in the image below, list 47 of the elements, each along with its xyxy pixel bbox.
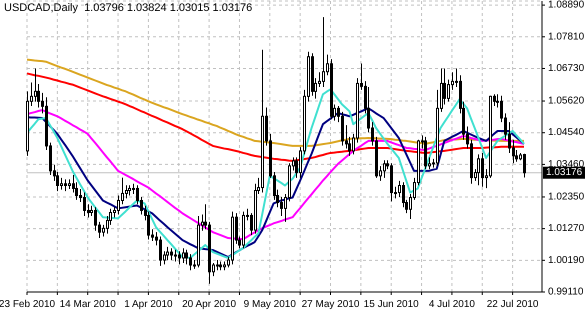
candlestick [68, 178, 71, 190]
candlestick [185, 249, 188, 265]
x-tick-label: 1 Apr 2010 [124, 299, 174, 310]
x-tick-label: 27 May 2010 [302, 299, 360, 310]
candlestick [178, 250, 181, 265]
candlestick [60, 177, 63, 190]
candlestick [189, 254, 192, 271]
candlestick [383, 160, 386, 178]
candlestick [34, 68, 37, 102]
y-tick-label: 1.02350 [548, 191, 585, 202]
candlestick [170, 248, 173, 261]
candlestick [159, 236, 162, 266]
candlestick [322, 16, 325, 88]
candlestick [64, 178, 67, 192]
y-tick-label: 0.99110 [548, 286, 584, 298]
candlestick [280, 196, 283, 217]
x-tick-label: 22 Jul 2010 [486, 299, 539, 310]
candlestick [117, 194, 120, 216]
candlestick [523, 153, 526, 178]
candlestick [83, 192, 86, 217]
candlestick [174, 249, 177, 262]
x-tick-label: 4 Jul 2010 [428, 299, 476, 310]
candlestick [128, 184, 131, 196]
candlestick [166, 246, 169, 261]
candlestick [94, 206, 97, 232]
y-tick-label: 1.01270 [548, 223, 585, 234]
ref-line-label: 1.03176 [546, 167, 583, 178]
x-tick-label: 14 Mar 2010 [60, 299, 116, 310]
candlestick [182, 248, 185, 264]
candlestick [477, 154, 480, 186]
candlestick [102, 224, 105, 238]
y-tick-label: 1.05620 [548, 96, 585, 107]
y-tick-label: 1.00190 [548, 254, 585, 266]
y-tick-label: 1.08890 [548, 0, 585, 11]
x-tick-label: 15 Jun 2010 [364, 299, 420, 310]
y-tick-label: 1.06730 [548, 62, 585, 74]
x-tick-label: 20 Apr 2010 [182, 299, 237, 310]
y-tick-label: 1.07810 [548, 31, 585, 42]
chart-title: USDCAD,Daily 1.03796 1.03824 1.03015 1.03176 [4, 2, 252, 14]
candlestick [447, 79, 450, 102]
candlestick [481, 152, 484, 188]
x-tick-label: 9 May 2010 [244, 299, 296, 310]
y-tick-label: 1.04540 [548, 127, 585, 138]
candlestick [443, 68, 446, 106]
candlestick [216, 260, 219, 271]
candlestick [508, 122, 511, 154]
candlestick [125, 184, 128, 199]
